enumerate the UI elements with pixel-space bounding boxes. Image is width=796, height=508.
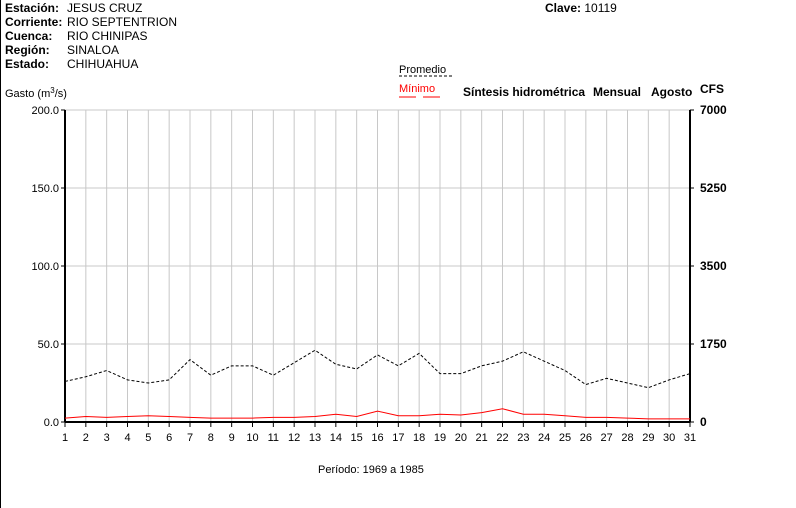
left-axis-label-main: Gasto (m (5, 88, 50, 100)
x-tick-label: 9 (229, 432, 235, 444)
x-tick-label: 4 (124, 432, 130, 444)
right-axis-label: CFS (700, 82, 724, 96)
y-tick-label-right: 3500 (700, 259, 727, 273)
stream-label: Corriente: (5, 15, 63, 29)
left-axis-label-end: /s) (55, 88, 67, 100)
legend-promedio-label: Promedio (399, 64, 446, 76)
x-tick-label: 26 (580, 432, 592, 444)
chart-axes (61, 109, 694, 427)
x-tick-label: 30 (663, 432, 675, 444)
stream-row: Corriente: RIO SEPTENTRION (5, 15, 177, 29)
x-tick-label: 28 (621, 432, 633, 444)
chart-grid (65, 109, 691, 422)
legend: Promedio Mínimo (399, 64, 453, 98)
clave-value: 10119 (584, 1, 617, 15)
x-tick-label: 16 (371, 432, 383, 444)
x-tick-label: 23 (517, 432, 529, 444)
x-tick-label: 29 (642, 432, 654, 444)
x-tick-label: 20 (455, 432, 467, 444)
window-left-border (0, 0, 1, 508)
x-tick-label: 7 (187, 432, 193, 444)
chart-series (64, 349, 691, 420)
x-tick-label: 18 (413, 432, 425, 444)
state-value: CHIHUAHUA (67, 57, 139, 71)
x-tick-label: 31 (684, 432, 696, 444)
x-tick-label: 10 (246, 432, 258, 444)
state-label: Estado: (5, 57, 50, 71)
clave: Clave: 10119 (545, 1, 617, 15)
region-value: SINALOA (67, 43, 120, 57)
x-tick-label: 17 (392, 432, 404, 444)
x-tick-label: 6 (166, 432, 172, 444)
x-tick-label: 12 (288, 432, 300, 444)
y-tick-label-left: 200.0 (31, 105, 59, 117)
chart-period: Mensual (593, 85, 641, 99)
y-tick-label-left: 0.0 (44, 417, 59, 429)
x-tick-label: 11 (268, 432, 279, 444)
y-tick-label-right: 1750 (700, 337, 727, 351)
basin-value: RIO CHINIPAS (67, 29, 148, 43)
y-tick-label-right: 0 (700, 415, 707, 429)
x-tick-label: 19 (434, 432, 446, 444)
basin-label: Cuenca: (5, 29, 53, 43)
x-tick-label: 1 (62, 432, 68, 444)
chart-title: Síntesis hidrométrica (463, 85, 585, 99)
y-tick-label-left: 150.0 (31, 183, 59, 195)
chart-month: Agosto (651, 85, 692, 99)
chart-labels: 0.0 0 50.0 1750 100.0 3500 150.0 5250 200.0 7000 1… (31, 103, 727, 444)
x-tick-label: 5 (145, 432, 151, 444)
x-tick-label: 8 (208, 432, 214, 444)
x-tick-label: 24 (538, 432, 550, 444)
x-tick-label: 15 (351, 432, 363, 444)
x-tick-label: 27 (601, 432, 613, 444)
y-tick-label-right: 5250 (700, 181, 727, 195)
station-row: Estación: JESUS CRUZ (5, 1, 177, 15)
x-tick-label: 3 (104, 432, 110, 444)
x-tick-label: 22 (496, 432, 508, 444)
y-tick-label-left: 100.0 (31, 261, 59, 273)
station-value: JESUS CRUZ (67, 1, 143, 15)
y-tick-label-left: 50.0 (38, 339, 59, 351)
x-tick-label: 25 (559, 432, 571, 444)
stream-value: RIO SEPTENTRION (67, 15, 178, 29)
left-axis-label-sup: 3 (50, 86, 55, 95)
x-tick-label: 2 (83, 432, 89, 444)
x-axis-label: Período: 1969 a 1985 (318, 464, 424, 476)
station-label: Estación: (5, 1, 60, 15)
x-tick-label: 14 (330, 432, 342, 444)
station-info: Estación: JESUS CRUZ Corriente: RIO SEPTEN… (5, 1, 177, 71)
series-minimo-line (64, 408, 690, 420)
x-tick-label: 13 (309, 432, 321, 444)
region-label: Región: (5, 43, 50, 57)
x-tick-label: 21 (476, 432, 488, 444)
basin-row: Cuenca: RIO CHINIPAS (5, 29, 177, 43)
legend-minimo-label: Mínimo (399, 83, 435, 95)
clave-label: Clave: (545, 1, 582, 15)
region-row: Región: SINALOA (5, 43, 177, 57)
state-row: Estado: CHIHUAHUA (5, 57, 177, 71)
left-axis-label: Gasto (m3/s) (5, 86, 67, 100)
y-tick-label-right: 7000 (700, 103, 727, 117)
